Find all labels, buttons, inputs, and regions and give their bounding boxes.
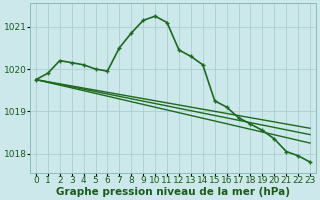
X-axis label: Graphe pression niveau de la mer (hPa): Graphe pression niveau de la mer (hPa): [56, 187, 290, 197]
